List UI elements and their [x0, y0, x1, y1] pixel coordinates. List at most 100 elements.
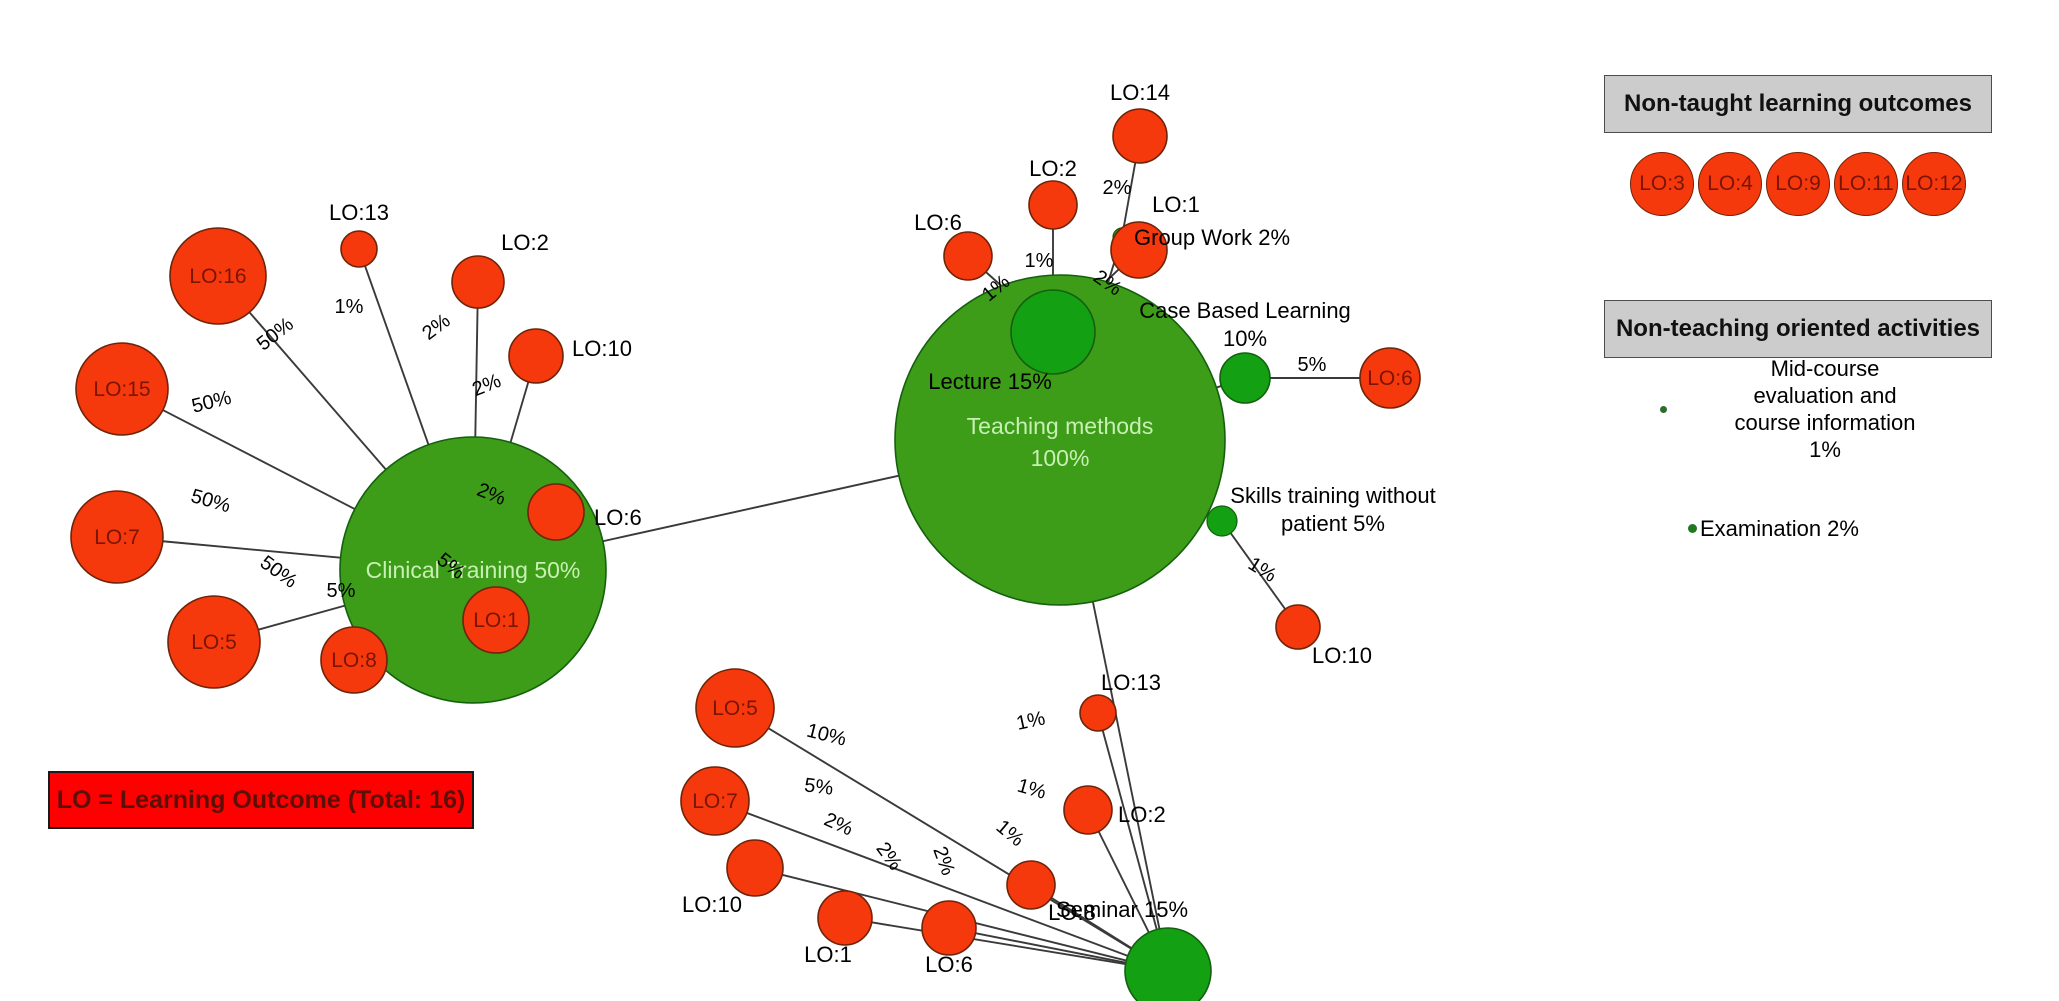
outcome-node-sm-lo13[interactable]: [1079, 694, 1117, 732]
edge-to-ct-lo15: [162, 409, 356, 510]
outcome-node-ct-lo5[interactable]: [167, 595, 261, 689]
edge-to-sk-lo10: [1229, 532, 1286, 610]
edge-percent-gw-lo14: 2%: [1103, 177, 1132, 199]
edge-percent-sm-lo6: 2%: [928, 844, 959, 879]
outcome-node-lec-lo6[interactable]: [943, 231, 993, 281]
outcome-node-ct-lo6[interactable]: [527, 483, 585, 541]
node-lecture[interactable]: [1010, 289, 1096, 375]
outcome-node-ct-lo16[interactable]: [169, 227, 267, 325]
outcome-label-ct-lo2: LO:2: [501, 230, 549, 255]
outcome-label-ct-lo1: LO:1: [473, 609, 519, 632]
edge-to-sm-lo5: [767, 727, 1132, 950]
node-label-clinical: Clinical Training 50%: [366, 557, 581, 583]
edge-to-ct-lo5: [258, 604, 346, 631]
edge-percent-ct-lo13: 1%: [335, 296, 364, 318]
node-label-case: Case Based Learning: [1139, 298, 1351, 323]
outcome-label-ct-lo5: LO:5: [191, 631, 237, 654]
outcome-node-sk-lo10[interactable]: [1275, 604, 1321, 650]
outcome-label-gw-lo14: LO:14: [1110, 80, 1170, 105]
node-label-layer: Teaching methods 100% Clinical Training 50…: [93, 80, 1435, 977]
non-taught-panel-title: Non-taught learning outcomes: [1604, 75, 1992, 133]
edge-percent-sm-lo8: 1%: [992, 816, 1028, 852]
edge-percent-ct-lo10: 2%: [469, 370, 504, 401]
outcome-node-ct-lo15[interactable]: [75, 342, 169, 436]
outcome-node-ct-lo10[interactable]: [508, 328, 564, 384]
outcome-label-lec-lo1: LO:1: [1152, 192, 1200, 217]
edge-percent-sm-lo1: 2%: [871, 838, 906, 874]
outcome-node-sm-lo2[interactable]: [1063, 785, 1113, 835]
node-skills[interactable]: [1206, 505, 1238, 537]
outcome-node-ct-lo7[interactable]: [70, 490, 164, 584]
edge-to-ct-lo2: [474, 307, 479, 438]
edge-percent-sm-lo7: 5%: [803, 774, 835, 799]
node-sublabel-teaching: 100%: [1031, 445, 1090, 471]
node-case[interactable]: [1219, 352, 1271, 404]
activity-midcourse-label: Mid-course evaluation and course informati…: [1734, 356, 1916, 462]
outcome-node-sm-lo6[interactable]: [921, 900, 977, 956]
outcome-node-sm-lo1[interactable]: [817, 890, 873, 946]
outcome-label-lec-lo2: LO:2: [1029, 156, 1077, 181]
non-taught-outcome-chip[interactable]: LO:4: [1698, 152, 1762, 216]
outcome-label-sm-lo6: LO:6: [925, 952, 973, 977]
edge-to-sm-lo7: [746, 812, 1129, 957]
node-label-seminar: Seminar 15%: [1056, 897, 1188, 922]
node-label-lecture: Lecture 15%: [928, 369, 1052, 394]
outcome-node-gw-lo14[interactable]: [1112, 108, 1168, 164]
outcome-node-sm-lo5[interactable]: [695, 668, 775, 748]
edge-teaching-seminar: [1091, 601, 1161, 930]
non-taught-outcome-chip[interactable]: LO:11: [1834, 152, 1898, 216]
outcome-label-ct-lo8: LO:8: [331, 649, 377, 672]
outcome-label-ct-lo6: LO:6: [594, 505, 642, 530]
edge-percent-sm-lo5: 10%: [804, 720, 848, 751]
edge-percent-sm-lo13: 1%: [1014, 707, 1047, 735]
outcome-label-sm-lo2: LO:2: [1118, 802, 1166, 827]
outcome-node-cb-lo6[interactable]: [1359, 347, 1421, 409]
node-teaching[interactable]: [894, 274, 1226, 606]
outcome-node-lec-lo1[interactable]: [1110, 221, 1168, 279]
non-taught-outcome-chip[interactable]: LO:9: [1766, 152, 1830, 216]
outcome-label-sk-lo10: LO:10: [1312, 643, 1372, 668]
node-sublabel-case: 10%: [1223, 326, 1267, 351]
outcome-label-sm-lo10: LO:10: [682, 892, 742, 917]
outcome-node-ct-lo1[interactable]: [462, 586, 530, 654]
edge-percent-ct-lo7: 50%: [188, 485, 233, 517]
edge-to-sm-lo1: [871, 921, 1126, 965]
activity-examination: Examination 2%: [1688, 515, 1988, 542]
edge-to-sm-lo8: [1050, 896, 1133, 949]
outcome-node-lec-lo2[interactable]: [1028, 180, 1078, 230]
non-taught-outcome-chip[interactable]: LO:12: [1902, 152, 1966, 216]
outcome-label-ct-lo16: LO:16: [189, 265, 246, 288]
edge-teaching-clinical: [602, 474, 900, 543]
non-taught-outcome-chip[interactable]: LO:3: [1630, 152, 1694, 216]
outcome-node-sm-lo8[interactable]: [1006, 860, 1056, 910]
outcome-node-ct-lo8[interactable]: [320, 626, 388, 694]
outcome-label-ct-lo13: LO:13: [329, 200, 389, 225]
edge-to-sm-lo2: [1097, 831, 1150, 933]
edge-percent-cb-lo6: 5%: [1298, 354, 1327, 376]
edge-percent-ct-lo8: 5%: [327, 580, 356, 602]
outcome-label-sm-lo13: LO:13: [1101, 670, 1161, 695]
node-label-teaching: Teaching methods: [967, 413, 1154, 439]
edge-percent-sm-lo10: 2%: [821, 809, 857, 841]
outcome-label-ct-lo15: LO:15: [93, 378, 150, 401]
edge-to-sm-lo6: [975, 932, 1126, 964]
non-taught-outcome-list: LO:3 LO:4 LO:9 LO:11 LO:12: [1604, 148, 1992, 220]
edge-to-ct-lo13: [364, 265, 430, 445]
outcome-node-sm-lo7[interactable]: [680, 766, 750, 836]
non-teaching-panel-title: Non-teaching oriented activities: [1604, 300, 1992, 358]
edge-percent-ct-lo16: 50%: [253, 313, 298, 355]
edge-to-gw-lo14: [1122, 162, 1137, 229]
node-label-skills: Skills training without: [1230, 483, 1435, 508]
learning-outcome-key: LO = Learning Outcome (Total: 16): [48, 771, 474, 829]
node-seminar[interactable]: [1124, 927, 1212, 1001]
node-label-groupwork: Group Work 2%: [1134, 225, 1290, 250]
outcome-label-sm-lo7: LO:7: [692, 790, 738, 813]
edge-to-ct-lo10: [509, 381, 530, 443]
edge-percent-ct-lo5: 50%: [256, 551, 301, 592]
outcome-node-ct-lo13[interactable]: [340, 230, 378, 268]
outcome-node-ct-lo2[interactable]: [451, 255, 505, 309]
green-dot-icon: [1688, 524, 1697, 533]
outcome-node-sm-lo10[interactable]: [726, 839, 784, 897]
